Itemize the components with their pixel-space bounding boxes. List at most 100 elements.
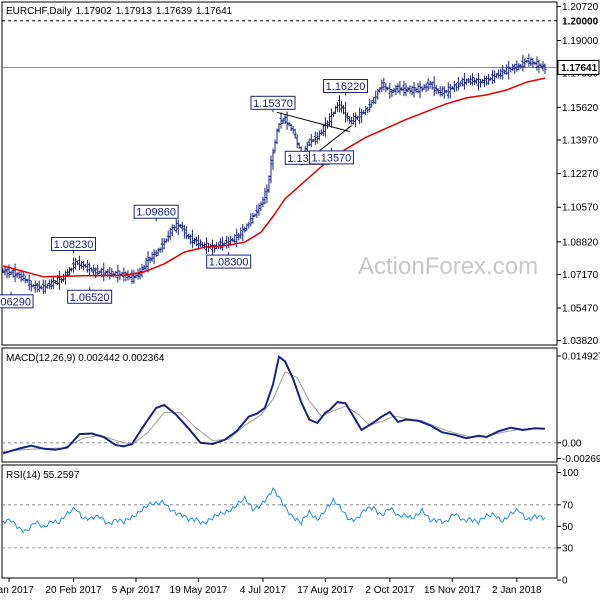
- price-tick-label: 1.13970: [562, 135, 599, 146]
- symbol-label: EURCHF: [6, 6, 48, 17]
- annotation-box: [133, 204, 179, 219]
- price-tick-label: 1.07170: [562, 270, 599, 281]
- price-frame: [1, 1, 558, 346]
- ohlc-bar: [450, 85, 454, 90]
- reference-line-label: 1.20000: [562, 16, 599, 27]
- ohlc-bar: [339, 101, 343, 113]
- ohlc-bar: [456, 77, 460, 91]
- ohlc-bar: [474, 78, 478, 84]
- ohlc-bar: [5, 268, 9, 279]
- annotation-box: [308, 150, 354, 165]
- ohlc-low: 1.17639: [156, 6, 193, 17]
- ohlc-bar: [535, 56, 539, 71]
- ohlc-bar: [533, 61, 537, 66]
- last-price-marker: 1.17641: [557, 59, 600, 75]
- ohlc-bar: [402, 80, 406, 97]
- ohlc-bar: [483, 75, 487, 88]
- ohlc-bar: [313, 131, 317, 145]
- annotation-box: [0, 294, 34, 309]
- ohlc-bar: [53, 280, 57, 285]
- ohlc-bar: [92, 264, 96, 276]
- rsi-tick-label: 100: [562, 468, 579, 479]
- annotation-label: 1.08230: [54, 239, 94, 251]
- ohlc-bar: [410, 85, 414, 95]
- ohlc-bar: [293, 128, 297, 139]
- ohlc-bar: [378, 87, 382, 93]
- price-tick-label: 1.20720: [562, 2, 599, 13]
- ohlc-bar: [174, 219, 178, 233]
- ohlc-bar: [267, 175, 271, 193]
- price-annotation: 1.09860: [133, 204, 179, 222]
- ohlc-bar: [311, 138, 315, 142]
- rsi-axis: 100 70 50 30 0: [557, 468, 579, 587]
- ohlc-bar: [366, 107, 370, 114]
- ohlc-bar: [158, 247, 162, 253]
- macd-tick-label: -0.002696: [562, 454, 600, 465]
- rsi-grid: [2, 504, 557, 549]
- ohlc-bar: [412, 82, 416, 98]
- ohlc-bar: [49, 278, 53, 290]
- ohlc-bar: [116, 264, 120, 283]
- ohlc-bar: [444, 89, 448, 94]
- ohlc-bar: [178, 223, 182, 228]
- ohlc-bar: [271, 148, 275, 170]
- ohlc-bar: [515, 60, 519, 72]
- ohlc-bar: [436, 88, 440, 95]
- ohlc-bar: [164, 238, 168, 243]
- annotation-label: 1.15370: [253, 98, 293, 110]
- ohlc-bar: [396, 83, 400, 93]
- ohlc-bar: [481, 78, 485, 84]
- ohlc-bar: [63, 270, 67, 285]
- annotation-label: 1.06520: [70, 292, 110, 304]
- ohlc-bar: [295, 134, 299, 149]
- ohlc-bar: [376, 88, 380, 100]
- ohlc-bar: [372, 96, 376, 105]
- ohlc-bar: [539, 63, 543, 68]
- price-panel: ActionForex.com 1.062901.082301.065201.0…: [0, 1, 600, 347]
- ohlc-bar: [291, 125, 295, 134]
- ohlc-bar: [41, 279, 45, 294]
- ohlc-bar: [438, 86, 442, 97]
- ohlc-bar: [13, 263, 17, 283]
- x-tick-label: 2 Jan 2018: [492, 585, 542, 596]
- ohlc-bar: [406, 86, 410, 93]
- ohlc-bar: [249, 213, 253, 227]
- timeframe-label: Daily: [49, 6, 71, 17]
- ohlc-bar: [333, 105, 337, 114]
- ohlc-bar: [424, 83, 428, 93]
- ohlc-bar: [72, 257, 76, 273]
- ohlc-bar: [221, 236, 225, 251]
- ohlc-bar: [194, 236, 198, 247]
- ohlc-bar: [47, 279, 51, 290]
- ohlc-bar: [414, 87, 418, 93]
- ohlc-bar: [150, 251, 154, 262]
- annotation-label: 1.06290: [0, 296, 31, 308]
- ohlc-bar: [348, 116, 352, 124]
- ohlc-bar: [309, 134, 313, 148]
- ohlc-bar: [368, 98, 372, 112]
- ohlc-bar: [138, 267, 142, 280]
- ohlc-bar: [132, 270, 136, 284]
- rsi-line: [2, 487, 546, 534]
- x-tick-label: 5 Apr 2017: [112, 585, 161, 596]
- ohlc-bar: [277, 122, 281, 133]
- ohlc-bar: [472, 77, 476, 86]
- rsi-tick-label: 0: [562, 576, 568, 587]
- ohlc-bar: [275, 128, 279, 145]
- ohlc-bar: [39, 285, 43, 290]
- ohlc-bar: [205, 237, 209, 254]
- ohlc-bar: [80, 261, 84, 269]
- ohlc-bar: [335, 102, 339, 112]
- ohlc-bar: [160, 238, 164, 253]
- ohlc-bar: [144, 258, 148, 271]
- x-tick-label: 15 Nov 2017: [424, 585, 481, 596]
- ohlc-bar: [239, 227, 243, 239]
- ohlc-bar: [517, 63, 521, 71]
- ohlc-bar: [281, 118, 285, 125]
- ohlc-bar: [76, 260, 80, 266]
- ohlc-bar: [543, 63, 547, 75]
- ohlc-bar: [346, 112, 350, 122]
- annotation-box: [67, 289, 113, 304]
- price-annotation: 1.06290: [0, 291, 34, 309]
